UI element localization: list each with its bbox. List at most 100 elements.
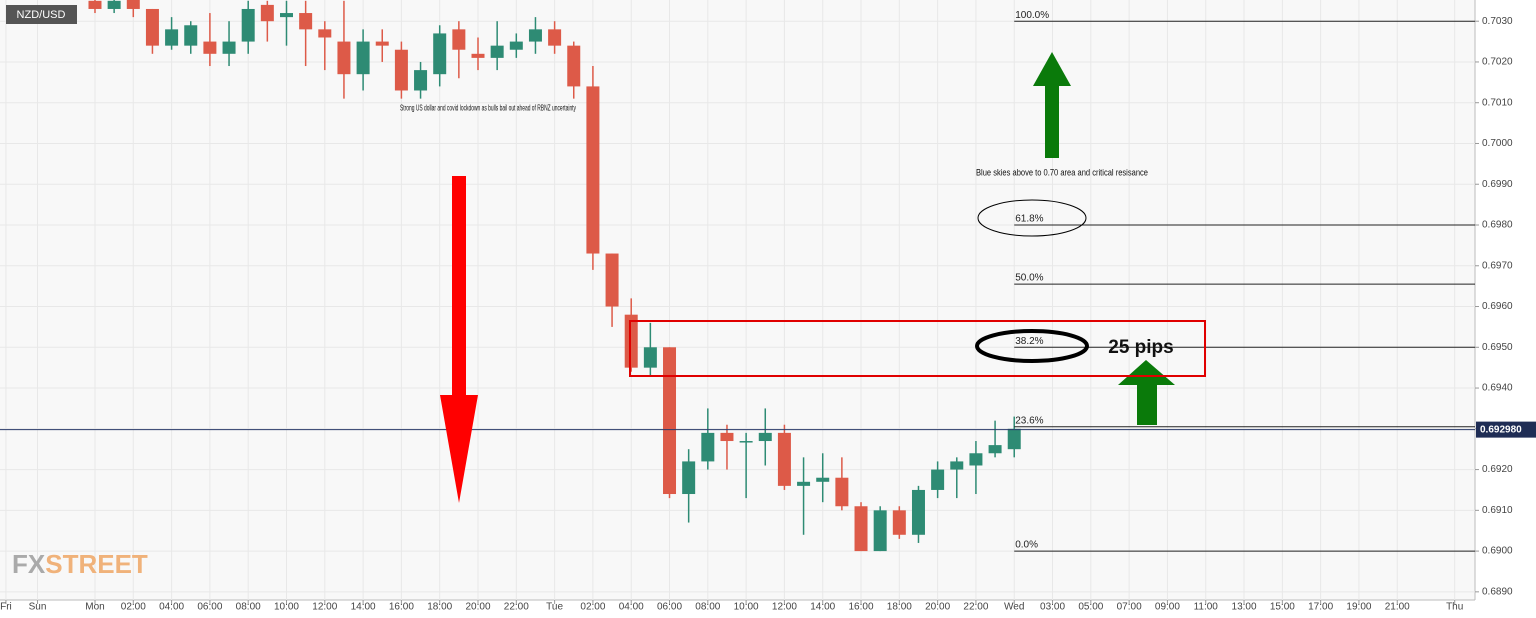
candle-body (107, 0, 121, 9)
x-tick-label: 10:00 (274, 602, 299, 613)
x-tick-label: 16:00 (389, 602, 414, 613)
price-label: 0.692980 (1480, 424, 1522, 435)
candle-body (165, 29, 179, 46)
candle-body (567, 45, 581, 87)
candle-body (509, 41, 523, 50)
y-tick-label: 0.6910 (1482, 505, 1513, 516)
y-tick-label: 0.6980 (1482, 220, 1513, 231)
logo-prefix: FX (12, 549, 46, 579)
y-tick-label: 0.6920 (1482, 464, 1513, 475)
candle-body (950, 461, 964, 470)
y-tick-label: 0.7000 (1482, 138, 1513, 149)
x-tick-label: 07:00 (1117, 602, 1142, 613)
candle-body (145, 8, 159, 46)
circle (975, 329, 1089, 363)
x-tick-label: Sun (29, 602, 47, 613)
x-tick-label: 12:00 (772, 602, 797, 613)
x-tick-label: 02:00 (121, 602, 146, 613)
candles (88, 0, 1021, 552)
candle-body (203, 41, 217, 54)
candle-body (701, 432, 715, 462)
x-tick-label: 19:00 (1346, 602, 1371, 613)
x-tick-label: 14:00 (810, 602, 835, 613)
x-tick-label: Wed (1004, 602, 1024, 613)
candle-body (720, 432, 734, 442)
x-tick-label: 08:00 (236, 602, 261, 613)
x-tick-label: 03:00 (1040, 602, 1065, 613)
candle-body (126, 0, 140, 9)
y-tick-label: 0.6970 (1482, 260, 1513, 271)
candle-body (682, 461, 696, 495)
candle-body (490, 45, 504, 58)
x-tick-label: Fri (0, 602, 12, 613)
symbol: NZD/USD (17, 9, 66, 21)
candle-body (318, 29, 332, 38)
candle-body (605, 253, 619, 307)
logo-suffix: STREET (45, 549, 148, 579)
y-tick-label: 0.7020 (1482, 57, 1513, 68)
level-label: 38.2% (1015, 336, 1043, 347)
annotation: 25 pips (1108, 337, 1173, 358)
candle-body (375, 41, 389, 46)
up-arrow (1033, 52, 1071, 158)
x-tick-label: 09:00 (1155, 602, 1180, 613)
candle-body (854, 506, 868, 552)
candle-body (739, 441, 753, 443)
y-tick-label: 0.7010 (1482, 97, 1513, 108)
x-tick-label: 15:00 (1270, 602, 1295, 613)
x-tick-label: 18:00 (887, 602, 912, 613)
x-tick-label: 04:00 (619, 602, 644, 613)
down-arrow (440, 176, 478, 503)
circle (977, 199, 1087, 237)
candle-body (643, 347, 657, 368)
candle-body (777, 432, 791, 486)
candle-body (1007, 428, 1021, 450)
candle-body (911, 489, 925, 535)
candle-body (797, 481, 811, 486)
candle-body (356, 41, 370, 75)
candle-body (816, 477, 830, 482)
x-tick-label: 05:00 (1078, 602, 1103, 613)
y-tick-label: 0.6990 (1482, 179, 1513, 190)
symbol-box (6, 5, 77, 24)
candle-body (663, 347, 677, 495)
candle-body (222, 41, 236, 54)
candle-body (988, 445, 1002, 454)
annotation: Strong US dollar and covid lockdown as b… (400, 102, 576, 112)
x-tick-label: 17:00 (1308, 602, 1333, 613)
x-tick-label: 08:00 (695, 602, 720, 613)
y-tick-label: 0.6890 (1482, 586, 1513, 597)
x-tick-label: 22:00 (504, 602, 529, 613)
x-tick-label: 21:00 (1385, 602, 1410, 613)
y-tick-label: 0.6950 (1482, 342, 1513, 353)
candle-body (433, 33, 447, 75)
resistance-box (629, 320, 1206, 377)
candle-body (184, 25, 198, 46)
candle-body (528, 29, 542, 42)
x-tick-label: Mon (85, 602, 104, 613)
candle-body (873, 510, 887, 552)
x-tick-label: 18:00 (427, 602, 452, 613)
y-tick-label: 0.6960 (1482, 301, 1513, 312)
candle-body (241, 8, 255, 42)
overlays: 100.0% 61.8% 50.0% 38.2% 23.6% 0.0% 0.692980 (0, 10, 1536, 552)
candle-body (414, 70, 428, 91)
x-tick-label: 13:00 (1232, 602, 1257, 613)
candle-body (471, 53, 485, 58)
candle-body (337, 41, 351, 75)
x-tick-label: 12:00 (312, 602, 337, 613)
annotation: Blue skies above to 0.70 area and critic… (976, 167, 1148, 177)
candle-body (299, 13, 313, 30)
x-tick-label: 16:00 (849, 602, 874, 613)
logo: FXSTREET (12, 549, 148, 579)
x-tick-label: 20:00 (465, 602, 490, 613)
candle-body (969, 453, 983, 466)
candle-body (260, 4, 274, 22)
level-label: 0.0% (1015, 540, 1038, 551)
candle-body (548, 29, 562, 46)
candle-body (586, 86, 600, 254)
candle-body (452, 29, 466, 50)
candle-body (931, 469, 945, 490)
candle-body (892, 510, 906, 535)
x-tick-label: 06:00 (197, 602, 222, 613)
